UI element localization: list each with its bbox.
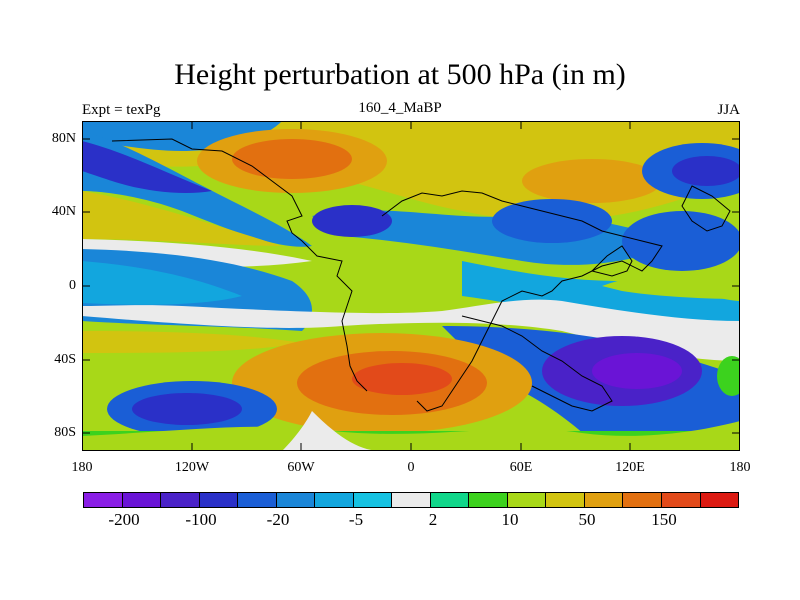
south-low-pacific-core [132, 393, 242, 425]
coastline-island [591, 245, 633, 277]
y-tick-40s: 40S [54, 352, 76, 367]
experiment-label: Expt = texPg [82, 102, 161, 118]
y-tick-80s: 80S [54, 425, 76, 440]
colorbar-cell-11 [507, 493, 547, 507]
north-high-asia [522, 159, 662, 203]
tropical-low-west-light [82, 261, 242, 305]
coastline-eurafrica [381, 190, 663, 412]
colorbar-label-neg20: -20 [266, 510, 290, 529]
coastline-northeast [681, 185, 731, 232]
colorbar-cell-15 [661, 493, 701, 507]
south-low-indian-center [592, 353, 682, 389]
zero-line-polar [282, 411, 382, 451]
colorbar-cell-8 [392, 493, 431, 507]
x-tick-0: 0 [407, 460, 415, 475]
northeast-low [622, 211, 740, 271]
colorbar-label-neg200: -200 [108, 510, 140, 529]
polar-yellow-band [82, 421, 740, 451]
colorbar-cell-16 [700, 493, 739, 507]
east-edge-green [717, 356, 740, 396]
colorbar-cell-9 [430, 493, 470, 507]
tick-marks [82, 121, 740, 451]
tropical-green-east [602, 271, 740, 299]
plot-title: Height perturbation at 500 hPa (in m) [174, 58, 626, 91]
x-tick-60e: 60E [509, 460, 533, 475]
colorbar-cell-7 [353, 493, 393, 507]
colorbar-cell-4 [238, 493, 277, 507]
colorbar-cell-6 [315, 493, 354, 507]
south-high-atlantic-center [352, 363, 452, 395]
map-panel [82, 121, 740, 451]
colorbar-label-10: 10 [501, 510, 519, 529]
colorbar-label-2: 2 [428, 510, 438, 529]
x-tick-180-west: 180 [71, 460, 93, 475]
x-tick-180-east: 180 [729, 460, 751, 475]
north-high-atlantic-core [232, 139, 352, 179]
colorbar-cell-10 [469, 493, 508, 507]
contour-fill-layer [82, 121, 740, 451]
colorbar-cell-1 [122, 493, 162, 507]
x-tick-120e: 120E [615, 460, 645, 475]
colorbar-label-50: 50 [578, 510, 596, 529]
colorbar-cell-14 [623, 493, 662, 507]
colorbar-label-neg5: -5 [348, 510, 364, 529]
colorbar-label-neg100: -100 [185, 510, 217, 529]
colorbar-cell-13 [584, 493, 624, 507]
height-perturbation-map [82, 121, 740, 451]
coastline-americas [111, 138, 368, 392]
colorbar-cell-2 [161, 493, 200, 507]
y-tick-40n: 40N [51, 204, 76, 219]
zero-line-south [82, 299, 740, 361]
south-positive-west [82, 331, 302, 353]
y-tick-0: 0 [69, 278, 76, 293]
colorbar [83, 492, 739, 508]
midlat-trough-core [492, 199, 612, 243]
colorbar-label-150: 150 [651, 510, 677, 529]
north-low-east-core [672, 156, 740, 186]
northwest-trough-core [82, 141, 212, 193]
colorbar-cell-12 [546, 493, 585, 507]
case-label: 160_4_MaBP [358, 100, 442, 116]
season-label: JJA [717, 102, 740, 118]
subtropical-west-band [82, 191, 282, 246]
y-tick-80n: 80N [51, 131, 76, 146]
colorbar-cell-0 [84, 493, 123, 507]
midlat-trough-core-west [312, 205, 392, 237]
coastline-southern-continent [461, 315, 613, 412]
x-tick-120w: 120W [174, 460, 210, 475]
colorbar-cell-5 [276, 493, 316, 507]
colorbar-cell-3 [199, 493, 239, 507]
x-tick-60w: 60W [287, 460, 315, 475]
